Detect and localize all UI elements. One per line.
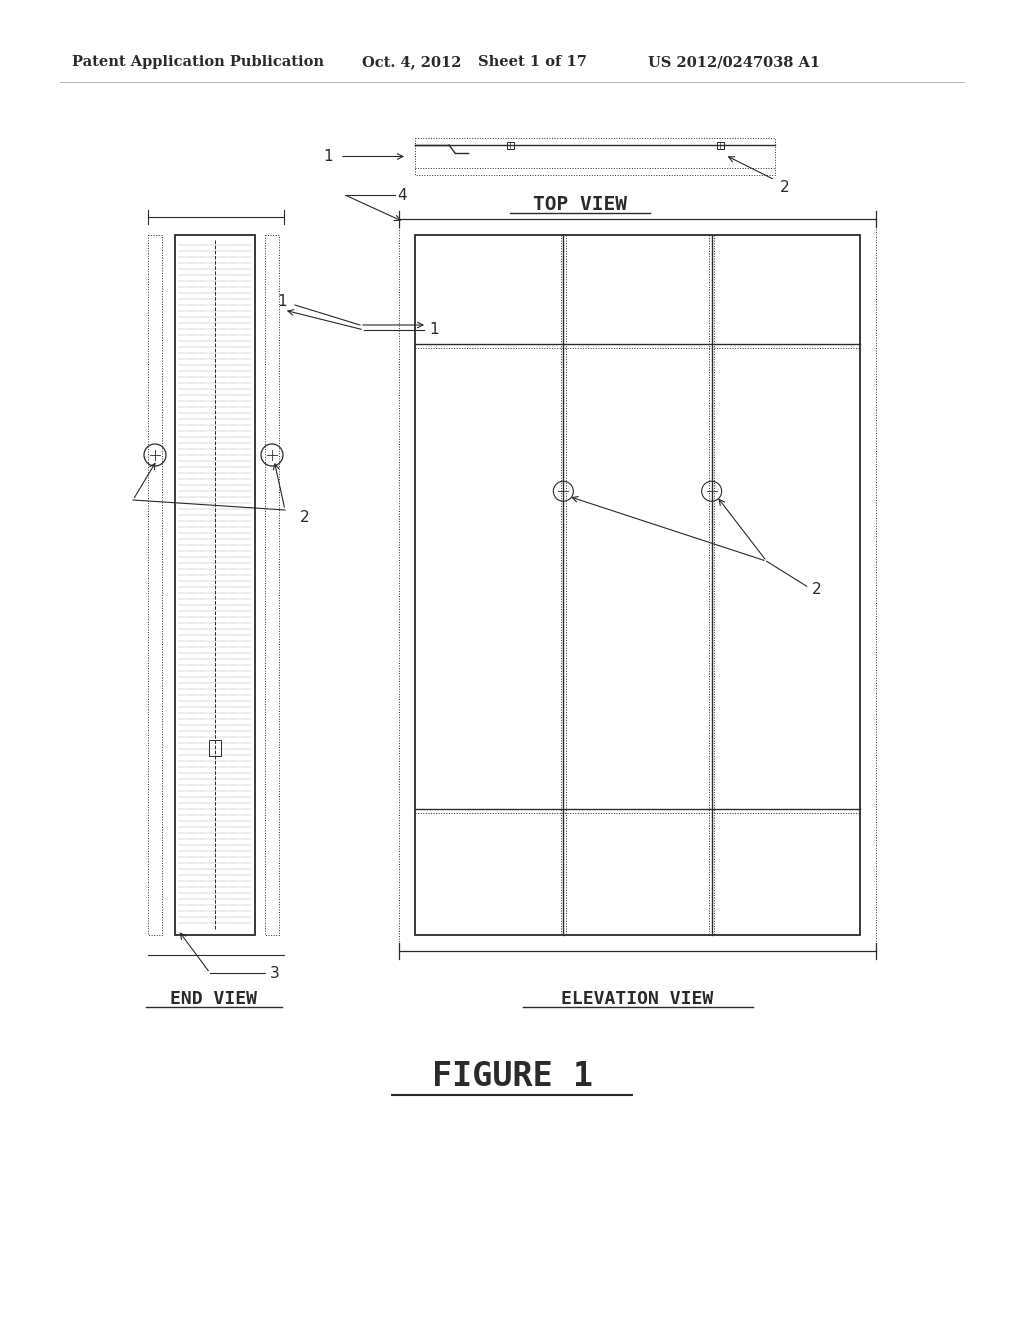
Text: END VIEW: END VIEW — [170, 990, 257, 1008]
Text: 1: 1 — [324, 149, 333, 164]
Text: TOP VIEW: TOP VIEW — [534, 195, 627, 214]
Text: ELEVATION VIEW: ELEVATION VIEW — [561, 990, 714, 1008]
Text: 4: 4 — [397, 187, 407, 202]
Text: 1: 1 — [429, 322, 438, 338]
Text: 2: 2 — [812, 582, 821, 597]
Text: US 2012/0247038 A1: US 2012/0247038 A1 — [648, 55, 820, 69]
Text: Oct. 4, 2012: Oct. 4, 2012 — [362, 55, 462, 69]
Bar — [148, 235, 162, 935]
Bar — [175, 235, 255, 935]
Bar — [209, 741, 221, 756]
Text: 2: 2 — [780, 180, 790, 194]
Text: 2: 2 — [300, 511, 309, 525]
Bar — [265, 235, 279, 935]
Text: FIGURE 1: FIGURE 1 — [431, 1060, 593, 1093]
Bar — [507, 141, 513, 149]
Text: 3: 3 — [270, 965, 280, 981]
Text: 1: 1 — [278, 294, 287, 309]
Bar — [415, 235, 860, 935]
Text: Sheet 1 of 17: Sheet 1 of 17 — [478, 55, 587, 69]
Text: Patent Application Publication: Patent Application Publication — [72, 55, 324, 69]
Bar — [415, 139, 775, 176]
Bar — [399, 219, 876, 950]
Bar — [717, 141, 724, 149]
